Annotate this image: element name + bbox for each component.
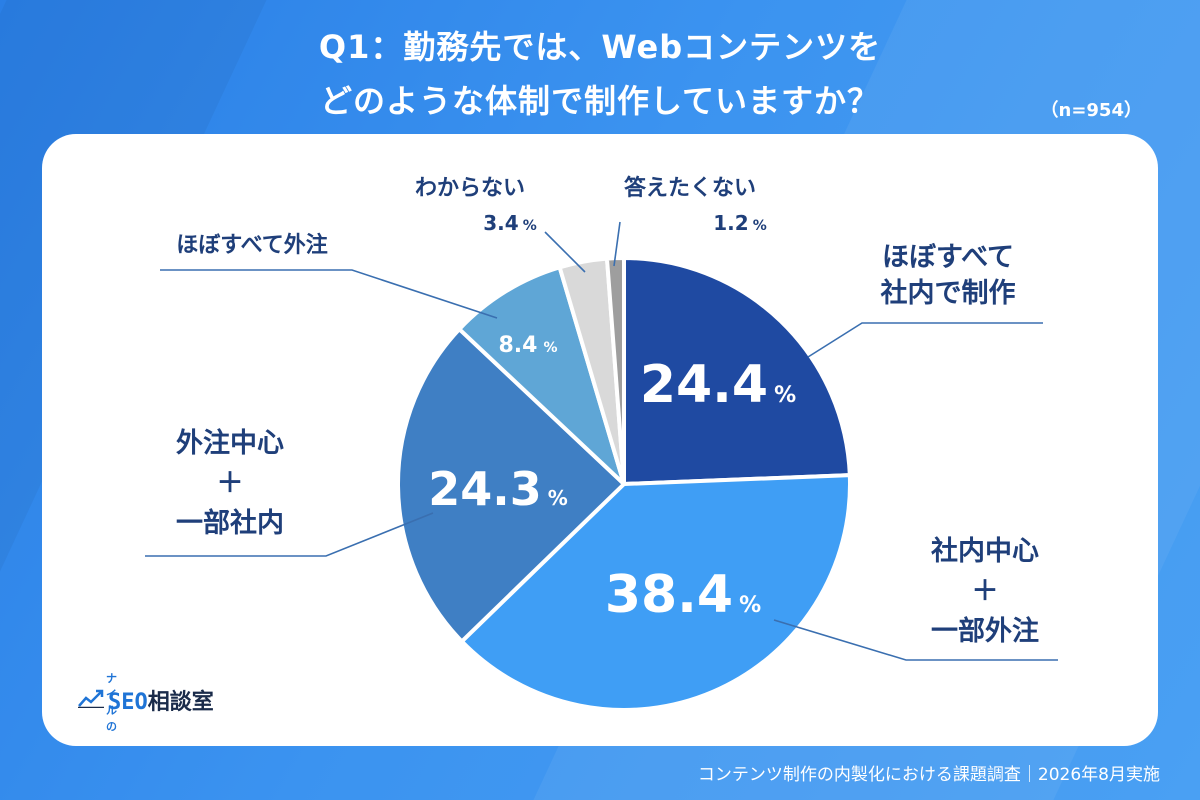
trend-icon <box>78 689 104 708</box>
footer-note: コンテンツ制作の内製化における課題調査｜2026年8月実施 <box>697 765 1160 785</box>
logo-rest: 相談室 <box>147 690 214 715</box>
category-label-1: ほぼすべて社内で制作 <box>881 242 1016 309</box>
value-label-4: 8.4% <box>498 333 557 358</box>
pie-slice-4 <box>457 265 626 486</box>
category-label-5: わからない <box>415 176 525 201</box>
leader-line-4 <box>160 269 498 319</box>
value-label-2: 38.4% <box>605 565 761 625</box>
value-label-3: 24.3% <box>428 462 568 516</box>
pie-slice-3 <box>396 327 626 644</box>
sample-size: （n=954） <box>1040 100 1142 121</box>
title-line-1: Q1：勤務先では、Webコンテンツを <box>318 28 882 66</box>
logo-small-text: ナイルの <box>106 672 117 733</box>
leader-line-5 <box>544 231 586 273</box>
value-label-5: 3.4% <box>483 211 536 235</box>
value-label-1: 24.4% <box>640 355 796 415</box>
category-label-6: 答えたくない <box>624 175 756 201</box>
leader-line-3 <box>145 512 434 557</box>
leader-line-1 <box>807 322 1043 358</box>
title-line-2: どのような体制で制作していますか？ <box>319 82 881 120</box>
pie-slice-1 <box>622 256 852 486</box>
category-label-3: 外注中心＋一部社内 <box>176 427 284 539</box>
logo-seo: SEO <box>108 690 148 715</box>
value-label-6: 1.2% <box>713 211 766 235</box>
chart-title: Q1：勤務先では、Webコンテンツを どのような体制で制作していますか？ <box>0 20 1200 128</box>
pie-slice-2 <box>459 473 852 712</box>
leader-line-6 <box>613 221 621 267</box>
category-label-2: 社内中心＋一部外注 <box>931 535 1039 647</box>
category-label-4: ほぼすべて外注 <box>176 232 328 258</box>
leader-line-2 <box>773 619 1058 661</box>
logo-text: SEO相談室 <box>78 684 214 716</box>
